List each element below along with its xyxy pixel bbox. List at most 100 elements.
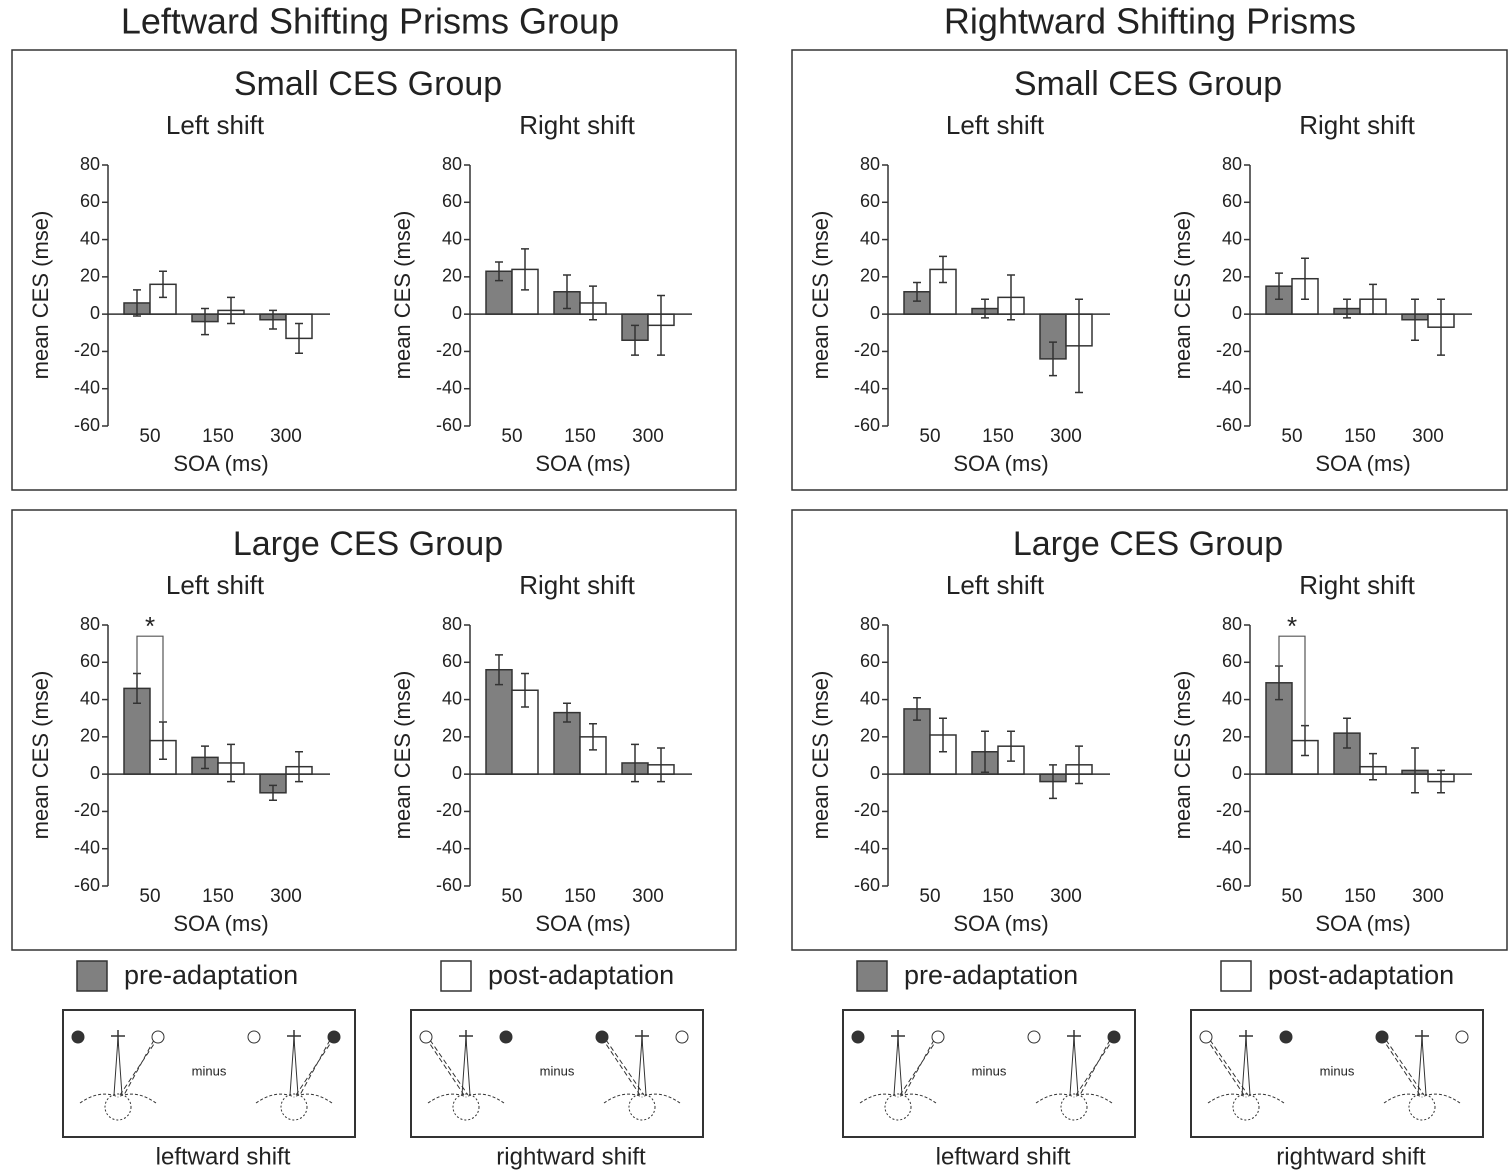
gaze [1417,1037,1427,1096]
legend-swatch [856,960,888,992]
x-tick-label: 50 [1281,886,1302,907]
diagram-box [62,1009,356,1138]
chart-title: Left shift [166,570,265,600]
y-tick-label: 0 [1232,303,1242,323]
error-bar [939,255,947,284]
y-tick-label: -40 [436,377,462,397]
light [419,1030,433,1044]
y-tick-label: 40 [442,688,462,708]
y-tick-label: 60 [1222,651,1242,671]
x-tick-label: 150 [1344,426,1376,447]
significance-marker: * [1287,611,1297,641]
half-title: Leftward Shifting Prisms Group [121,1,619,42]
y-tick-label: -40 [854,837,880,857]
y-tick-label: 60 [860,651,880,671]
y-tick-label: 60 [442,651,462,671]
y-tick-label: 60 [860,191,880,211]
arms [1035,1093,1113,1104]
dashed-gaze [119,1037,159,1096]
significance-bracket [136,635,164,722]
error-bar [631,743,639,783]
y-axis-label: mean CES (mse) [808,211,833,380]
error-bar [589,723,597,751]
y-tick-label: -40 [74,377,100,397]
x-tick-label: 50 [139,886,160,907]
y-tick-label: -40 [1216,837,1242,857]
arms [79,1093,157,1104]
y-tick-label: 40 [1222,688,1242,708]
error-bar [1049,341,1057,377]
diagram-middle: minus [540,1063,575,1078]
light [151,1030,165,1044]
y-tick-label: 20 [1222,726,1242,746]
gaze [893,1037,903,1096]
head [452,1093,480,1121]
group-box [11,49,737,491]
y-tick-label: -40 [74,837,100,857]
dot [851,1030,865,1044]
legend-label: post-adaptation [488,960,674,990]
y-tick-label: 80 [1222,614,1242,634]
error-bar [227,743,235,783]
light [327,1030,341,1044]
x-tick-label: 150 [202,886,234,907]
y-axis-label: mean CES (mse) [390,671,415,840]
error-bar [1075,745,1083,785]
error-bar [521,672,529,708]
group-title: Large CES Group [1013,525,1283,563]
group-title: Large CES Group [233,525,503,563]
error-bar [563,702,571,723]
x-tick-label: 150 [1344,886,1376,907]
error-bar [563,274,571,310]
y-tick-label: -40 [1216,377,1242,397]
group-box [791,49,1508,491]
gaze [289,1037,299,1096]
y-tick-label: 20 [442,726,462,746]
error-bar [1007,730,1015,762]
error-bar [939,717,947,753]
error-bar [1301,257,1309,300]
dashed-gaze [899,1037,939,1096]
light [1107,1030,1121,1044]
y-tick-label: 0 [870,763,880,783]
y-tick-label: -60 [74,415,100,435]
y-tick-label: 20 [80,726,100,746]
x-tick-label: 150 [564,426,596,447]
y-tick-label: 40 [442,228,462,248]
group-title: Small CES Group [1014,65,1282,103]
error-bar [295,751,303,783]
error-bar [1343,717,1351,749]
error-bar [913,281,921,302]
y-tick-label: 40 [860,688,880,708]
y-tick-label: 60 [80,651,100,671]
y-tick-label: 80 [80,154,100,174]
y-tick-label: -60 [74,875,100,895]
y-tick-label: 0 [452,303,462,323]
significance-bracket [1278,635,1306,726]
dot [1027,1030,1041,1044]
y-tick-label: -40 [436,837,462,857]
dashed-gaze [1075,1037,1115,1096]
chart-title: Right shift [1299,570,1415,600]
y-tick-label: 40 [860,228,880,248]
dashed-gaze [425,1037,469,1096]
diagram-box [842,1009,1136,1138]
y-tick-label: 0 [870,303,880,323]
error-bar [159,721,167,760]
x-tick-label: 300 [632,886,664,907]
light [1375,1030,1389,1044]
half-title: Rightward Shifting Prisms [944,1,1356,42]
x-axis-label: SOA (ms) [535,451,630,476]
error-bar [1437,298,1445,356]
error-bar [1275,272,1283,300]
group-title: Small CES Group [234,65,502,103]
error-bar [495,261,503,282]
y-tick-label: 0 [90,763,100,783]
error-bar [159,270,167,299]
y-tick-label: 60 [1222,191,1242,211]
y-tick-label: 80 [80,614,100,634]
error-bar [133,289,141,317]
error-bar [657,294,665,356]
y-tick-label: -20 [1216,340,1242,360]
y-tick-label: 0 [1232,763,1242,783]
